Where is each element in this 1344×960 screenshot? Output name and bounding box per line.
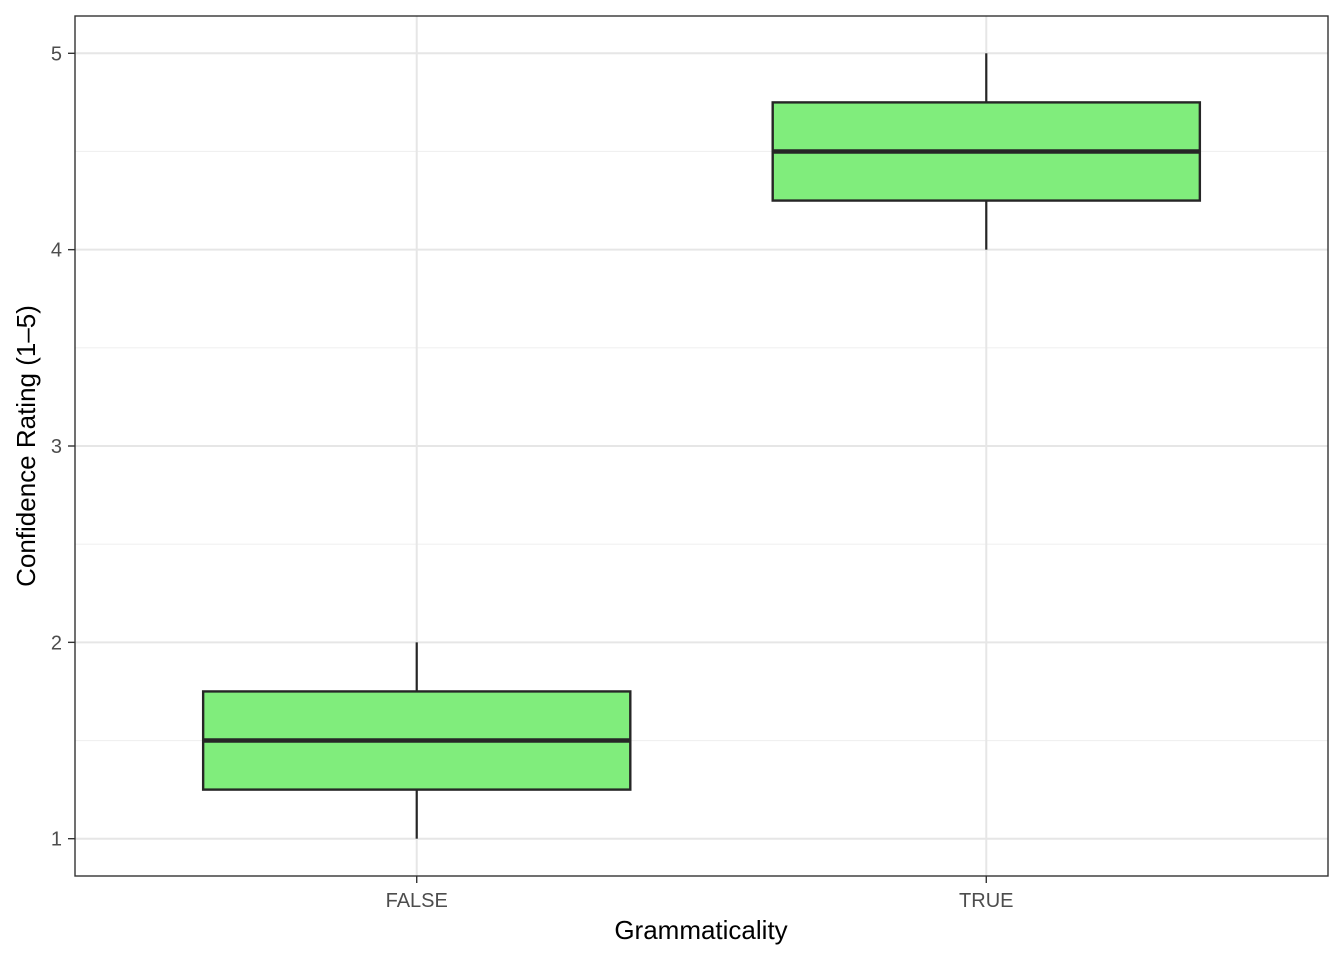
- x-tick-label: TRUE: [959, 890, 1013, 912]
- box-true: [771, 53, 1202, 250]
- y-tick-label: 4: [51, 240, 62, 262]
- x-axis-title: Grammaticality: [614, 915, 787, 945]
- x-tick-label: FALSE: [386, 890, 448, 912]
- y-tick-label: 3: [51, 436, 62, 458]
- y-tick-label: 1: [51, 829, 62, 851]
- y-tick-label: 2: [51, 632, 62, 654]
- y-axis-title: Confidence Rating (1–5): [11, 305, 41, 587]
- box-plots: [201, 53, 1202, 839]
- y-axis: 1 2 3 4 5: [51, 43, 75, 851]
- y-tick-label: 5: [51, 43, 62, 65]
- x-axis: FALSE TRUE: [386, 876, 1013, 912]
- box-false: [201, 642, 632, 839]
